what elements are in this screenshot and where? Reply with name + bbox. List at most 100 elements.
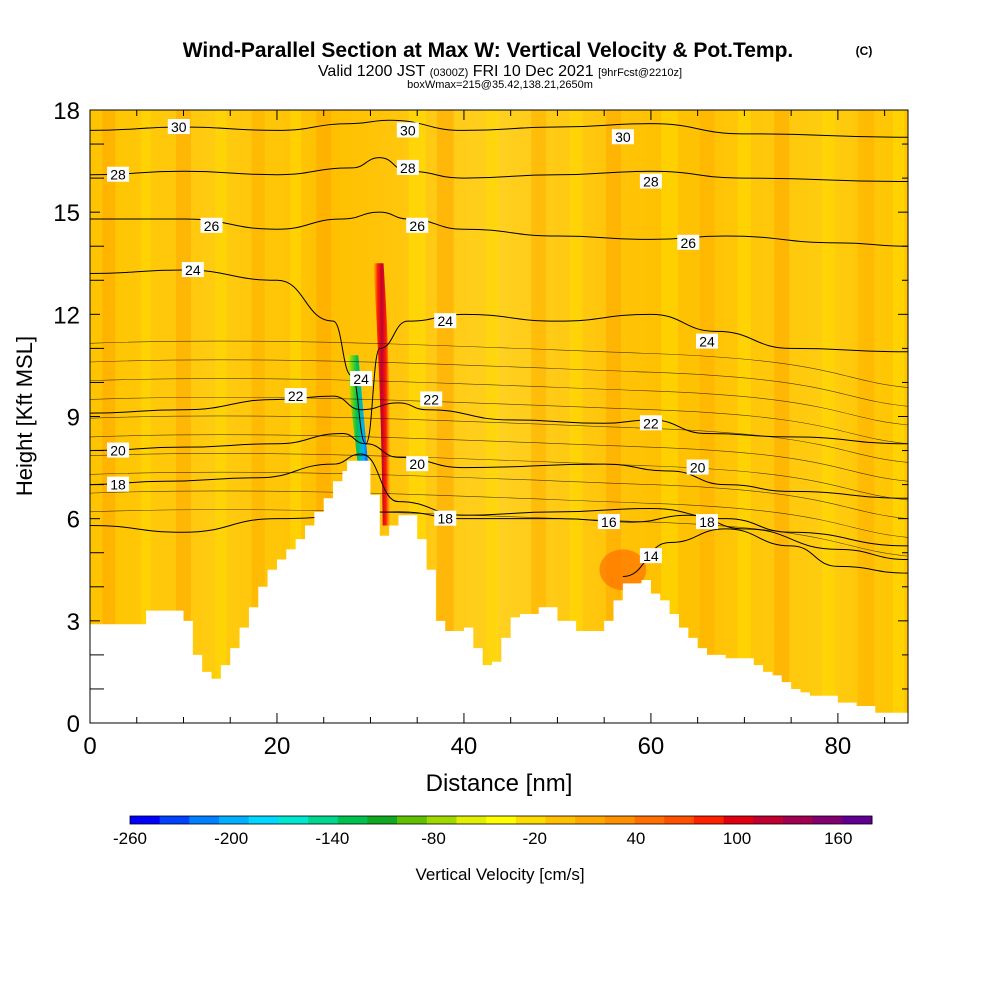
theta-contour-14: [622, 528, 908, 578]
theta-label-text: 28: [643, 174, 659, 190]
theta-label-text: 18: [699, 514, 715, 530]
theta-label-text: 18: [437, 511, 453, 527]
colorbar-tick-label: -260: [113, 829, 147, 848]
colorbar-swatch: [248, 816, 279, 824]
y-tick-label: 18: [53, 98, 80, 125]
colorbar-swatch: [753, 816, 784, 824]
updraft-core: [373, 263, 391, 526]
theta-minor-contour-2: [90, 471, 908, 519]
colorbar: -260 -200 -140 -80 -20 40 100 160: [113, 815, 873, 848]
theta-label-1: 30: [396, 122, 419, 138]
velocity-streak-17: [821, 110, 836, 723]
y-tick-label: 3: [67, 609, 80, 636]
theta-label-19: 18: [107, 476, 130, 493]
theta-label-13: 22: [284, 388, 307, 404]
velocity-streak-11: [569, 110, 583, 723]
theta-contours: [90, 119, 908, 578]
colorbar-tick-label: -20: [522, 829, 547, 848]
colorbar-swatch: [575, 816, 606, 824]
colorbar-swatch: [337, 816, 368, 824]
velocity-streak-0: [102, 110, 116, 723]
colorbar-swatch: [842, 816, 873, 824]
colorbar-swatch: [130, 816, 161, 824]
x-tick-label: 80: [825, 733, 852, 760]
theta-label-text: 20: [690, 460, 706, 476]
y-axis: 0 3 6 9 12 15 18: [53, 98, 908, 738]
theta-contour-26: [90, 211, 908, 247]
theta-label-16: 20: [107, 442, 130, 459]
theta-contour-22: [90, 395, 908, 445]
theta-label-text: 18: [110, 477, 126, 493]
colorbar-swatch: [604, 816, 636, 824]
colorbar-swatch: [664, 816, 695, 824]
theta-label-23: 14: [639, 548, 662, 564]
velocity-streak-3: [215, 110, 227, 723]
velocity-streak-9: [485, 110, 499, 723]
theta-label-text: 24: [437, 313, 453, 329]
theta-label-21: 18: [696, 514, 719, 530]
theta-label-9: 24: [181, 262, 204, 278]
x-tick-label: 60: [638, 733, 665, 760]
x-tick-label: 20: [264, 733, 291, 760]
theta-label-20: 18: [434, 510, 457, 527]
colorbar-tick-label: 100: [723, 829, 751, 848]
theta-label-text: 16: [601, 514, 617, 530]
colorbar-tick-label: -140: [315, 829, 349, 848]
theta-label-text: 26: [681, 235, 697, 251]
theta-label-text: 14: [643, 548, 659, 564]
colorbar-swatch: [812, 816, 843, 824]
theta-label-text: 30: [615, 129, 631, 145]
y-axis-label: Height [Kft MSL]: [12, 336, 37, 496]
colorbar-swatch: [723, 816, 754, 824]
colorbar-swatch: [367, 816, 398, 824]
theta-minor-contour-5: [90, 415, 908, 463]
theta-label-text: 20: [110, 443, 126, 459]
theta-label-0: 30: [167, 119, 190, 135]
copyright-mark: (C): [856, 44, 873, 58]
theta-label-text: 28: [400, 160, 416, 176]
theta-label-text: 30: [400, 122, 416, 138]
theta-label-5: 28: [639, 173, 662, 190]
theta-label-text: 20: [409, 456, 425, 472]
weak-updraft-lee: [599, 549, 647, 591]
theta-label-17: 20: [406, 456, 429, 472]
theta-label-text: 24: [185, 262, 201, 278]
y-tick-label: 15: [53, 200, 80, 227]
theta-label-text: 22: [423, 391, 439, 407]
theta-label-8: 26: [677, 234, 700, 251]
theta-contour-28: [90, 157, 908, 183]
colorbar-swatch: [515, 816, 547, 824]
terrain-mask: [90, 460, 908, 723]
colorbar-label: Vertical Velocity [cm/s]: [415, 865, 584, 884]
colorbar-tick-label: -200: [214, 829, 248, 848]
theta-label-text: 22: [288, 388, 304, 404]
theta-label-text: 24: [353, 371, 369, 387]
chart-subtitle: Valid 1200 JST (0300Z) FRI 10 Dec 2021 […: [318, 63, 682, 80]
theta-minor-contour-0: [90, 509, 908, 557]
theta-label-text: 24: [699, 334, 715, 350]
colorbar-swatch: [426, 816, 457, 824]
theta-minor-contour-6: [90, 396, 908, 445]
colorbar-swatch: [456, 816, 487, 824]
theta-label-7: 26: [406, 217, 429, 234]
velocity-streak-13: [661, 110, 679, 723]
colorbar-swatch: [545, 816, 576, 824]
colorbar-swatch: [308, 816, 339, 824]
colorbar-swatch: [693, 816, 725, 824]
theta-label-22: 16: [597, 514, 620, 530]
y-tick-label: 9: [67, 405, 80, 432]
box-note: boxWmax=215@35.42,138.21,2650m: [407, 79, 593, 91]
colorbar-swatch: [782, 816, 814, 824]
theta-contour-30: [90, 119, 908, 138]
colorbar-swatch: [219, 816, 250, 824]
colorbar-swatch: [397, 816, 428, 824]
x-axis-label: Distance [nm]: [426, 770, 573, 797]
colorbar-tick-label: -80: [421, 829, 446, 848]
theta-contour-16: [90, 511, 908, 561]
velocity-streak-18: [857, 110, 875, 723]
subtitle-forecast: [9hrFcst@2210z]: [598, 67, 682, 79]
colorbar-swatch: [189, 816, 220, 824]
theta-label-text: 30: [171, 119, 187, 135]
theta-labels: 30 30 30 28 28 28 26 26 26 24 24 24 24 22 22 22 20 20 20 18…: [107, 119, 719, 564]
